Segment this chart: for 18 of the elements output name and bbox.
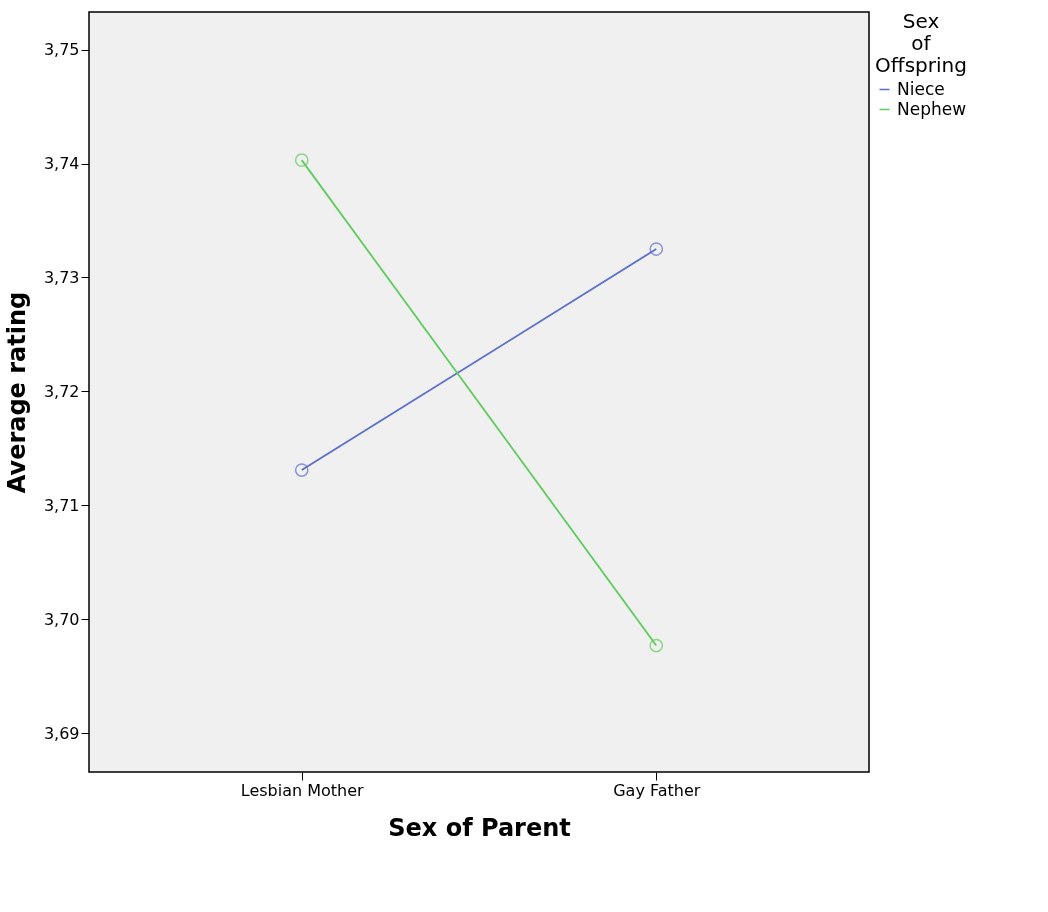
point (649, 242, 664, 256)
legend-label: Nephew (897, 98, 967, 119)
y-tick-label: 3,69 (43, 723, 80, 743)
y-tick-label: 3,71 (43, 495, 80, 515)
legend-title: Sex of Offspring (875, 9, 967, 77)
point (649, 638, 664, 653)
x-tick-label: Lesbian Mother (240, 780, 365, 800)
y-tick-label: 3,75 (43, 40, 80, 60)
x-tick-label: Gay Father (613, 780, 701, 800)
y-tick-label: 3,73 (43, 267, 80, 287)
y-tick-label: 3,72 (43, 381, 80, 401)
y-tick-label: 3,70 (43, 609, 80, 629)
y-tick-label: 3,74 (43, 154, 80, 174)
point (294, 153, 309, 167)
y-axis-title: Average rating (2, 291, 31, 494)
x-axis-title: Sex of Parent (388, 813, 571, 842)
legend-label: Niece (897, 78, 945, 99)
point (294, 463, 309, 477)
